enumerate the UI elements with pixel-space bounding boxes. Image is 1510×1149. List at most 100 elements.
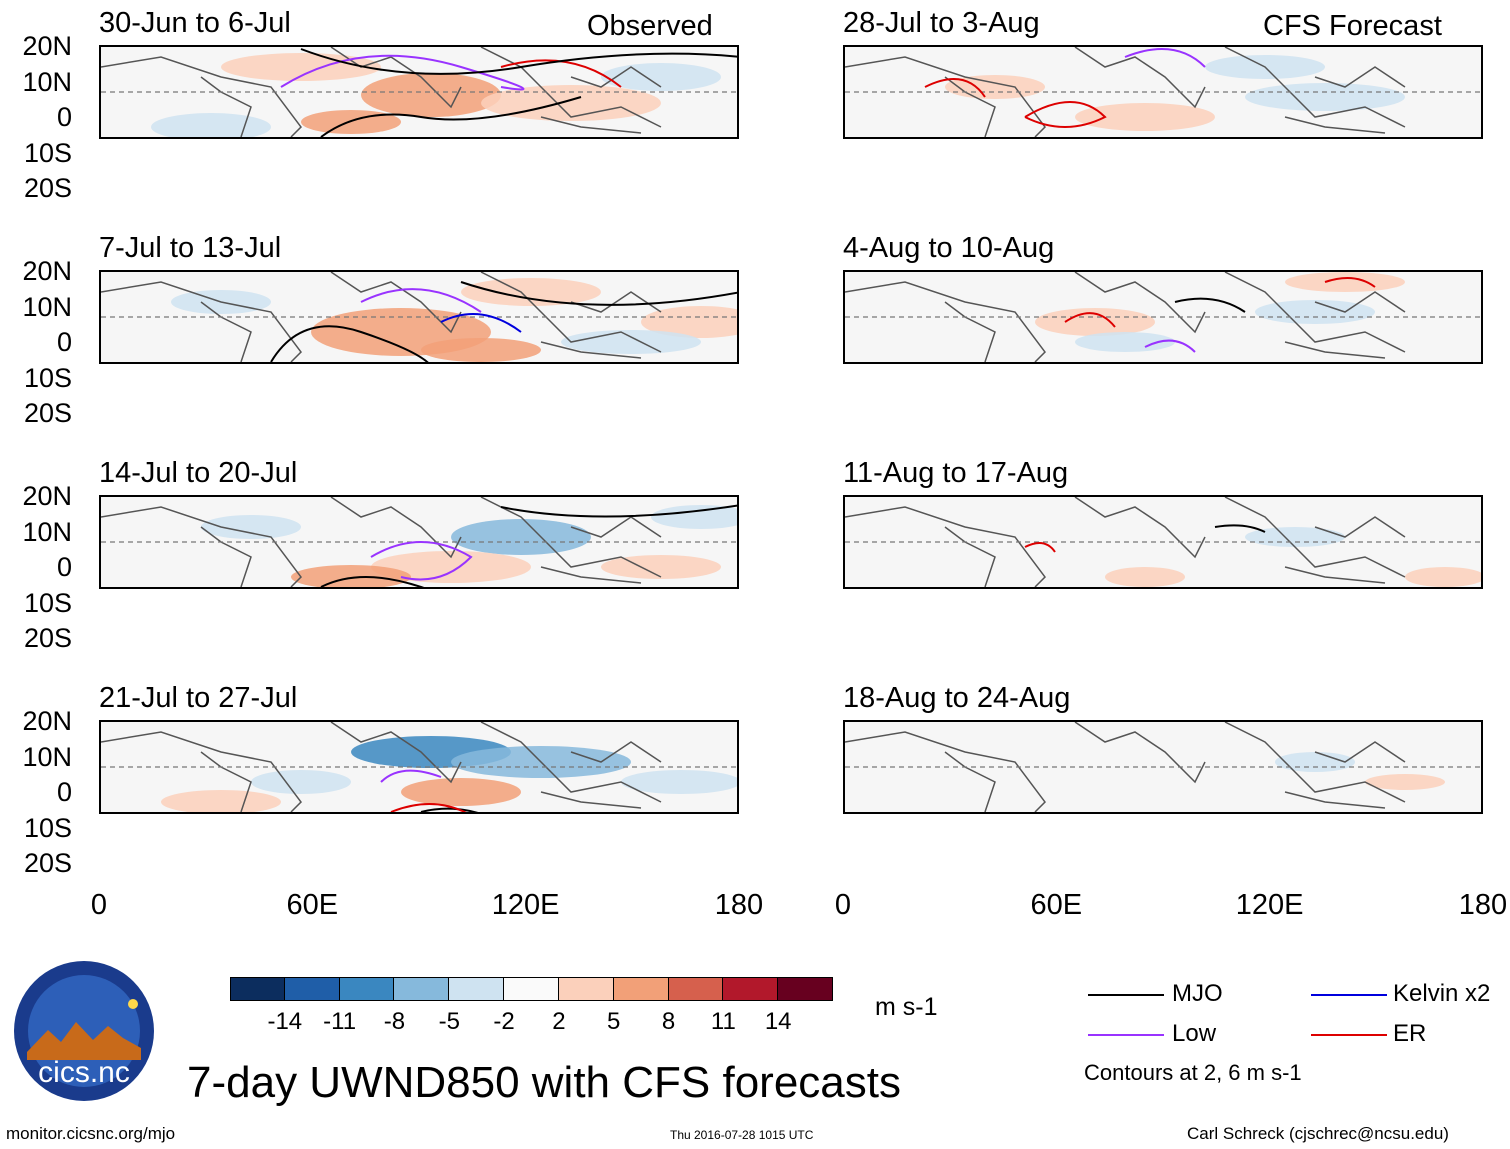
forecast-panel-period: 4-Aug to 10-Aug — [843, 232, 1055, 264]
wind-anomaly-shade — [161, 790, 281, 812]
coastline — [200, 526, 252, 587]
lat-label: 10S — [23, 812, 72, 843]
wind-anomaly-shade — [361, 73, 501, 117]
observed-panel — [99, 720, 739, 814]
lon-label: 180 — [714, 889, 764, 921]
coastline — [540, 791, 642, 809]
coastline — [480, 272, 662, 353]
coastline — [200, 301, 252, 362]
wind-anomaly-shade — [1075, 103, 1215, 131]
low-contour — [360, 288, 482, 313]
cfs-forecast-header: CFS Forecast — [1263, 10, 1442, 42]
colorbar-units: m s-1 — [875, 993, 938, 1021]
colorbar-swatch — [558, 977, 614, 1001]
coastline — [570, 291, 662, 313]
map-canvas — [101, 47, 737, 137]
colorbar-swatch — [723, 977, 779, 1001]
map-canvas — [101, 272, 737, 362]
lat-label: 10S — [23, 587, 72, 618]
low-contour — [1124, 48, 1206, 68]
coastline — [200, 751, 252, 812]
wind-anomaly-shade — [641, 306, 737, 338]
coastline — [1314, 741, 1406, 763]
colorbar-swatch — [778, 977, 833, 1001]
coastline — [200, 76, 252, 137]
lon-label: 120E — [1235, 889, 1304, 921]
er-contour — [500, 59, 622, 88]
wind-anomaly-shade — [481, 85, 661, 121]
wind-anomaly-shade — [1255, 300, 1375, 324]
lat-label: 10N — [22, 291, 72, 322]
figure-title: 7-day UWND850 with CFS forecasts — [187, 1058, 901, 1107]
colorbar-tick: 14 — [764, 1008, 792, 1035]
colorbar-tick: 2 — [552, 1008, 566, 1035]
coastline — [1224, 497, 1406, 578]
er-contour — [1064, 312, 1116, 328]
coastline — [330, 722, 462, 784]
lat-label: 20S — [23, 398, 72, 428]
coastline — [570, 66, 662, 88]
coastline — [944, 301, 996, 362]
lon-label: 0 — [834, 889, 852, 921]
map-canvas — [845, 497, 1481, 587]
wind-anomaly-shade — [561, 330, 701, 354]
lat-label: 0 — [56, 552, 72, 582]
coastline — [1224, 272, 1406, 353]
wind-anomaly-shade — [1105, 567, 1185, 587]
wind-anomaly-shade — [291, 565, 411, 587]
coastline — [570, 516, 662, 538]
lat-label: 0 — [56, 327, 72, 357]
er-contour — [924, 78, 986, 98]
colorbar-tick: 5 — [607, 1008, 621, 1035]
lat-label: 20N — [22, 481, 72, 511]
er-contour — [1024, 542, 1056, 553]
observed-panel — [99, 270, 739, 364]
lon-label: 120E — [491, 889, 560, 921]
mjo-contour — [460, 281, 737, 306]
observed-header: Observed — [587, 10, 713, 42]
legend-mjo-label: MJO — [1172, 980, 1223, 1007]
lat-label: 20N — [22, 256, 72, 286]
observed-panel — [99, 45, 739, 139]
wind-anomaly-shade — [601, 555, 721, 579]
colorbar-tick: -11 — [323, 1008, 357, 1035]
coastline — [1074, 47, 1206, 109]
wind-anomaly-shade — [451, 519, 591, 555]
legend-er-line — [1311, 1034, 1387, 1036]
mjo-contour — [500, 504, 737, 518]
colorbar-tick: -5 — [438, 1008, 460, 1035]
er-contour — [1324, 277, 1376, 288]
colorbar-swatch — [230, 977, 285, 1001]
coastline — [944, 751, 996, 812]
coastline — [944, 76, 996, 137]
lat-label: 0 — [56, 777, 72, 807]
coastline — [845, 281, 1046, 362]
forecast-panel — [843, 270, 1483, 364]
wind-anomaly-shade — [401, 778, 521, 806]
legend-er-label: ER — [1393, 1020, 1427, 1047]
colorbar-swatch — [504, 977, 559, 1001]
coastline — [1074, 272, 1206, 334]
cics-logo: cics.nc — [14, 961, 154, 1101]
kelvin-contour — [440, 313, 522, 333]
lon-label: 60E — [1030, 889, 1083, 921]
colorbar-tick: -8 — [383, 1008, 406, 1035]
wind-anomaly-shade — [371, 551, 531, 583]
coastline — [845, 731, 1046, 812]
wind-anomaly-shade — [1365, 774, 1445, 790]
coastline — [1074, 722, 1206, 784]
lon-label: 180 — [1458, 889, 1508, 921]
coastline — [1284, 566, 1386, 584]
coastline — [540, 116, 642, 134]
colorbar-swatch — [284, 977, 340, 1001]
coastline — [944, 526, 996, 587]
map-canvas — [845, 47, 1481, 137]
coastline — [1224, 722, 1406, 803]
coastline — [1314, 66, 1406, 88]
lon-label: 60E — [286, 889, 339, 921]
colorbar-tick: 11 — [710, 1008, 736, 1035]
low-contour — [280, 54, 525, 91]
coastline — [540, 566, 642, 584]
contour-note: Contours at 2, 6 m s-1 — [1084, 1060, 1302, 1085]
wind-anomaly-shade — [461, 278, 601, 306]
